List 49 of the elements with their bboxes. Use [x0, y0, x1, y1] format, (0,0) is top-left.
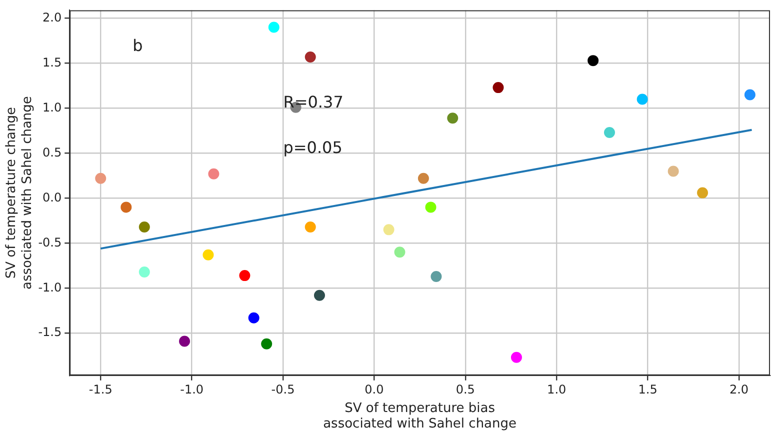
- point: [314, 290, 325, 301]
- point: [668, 166, 679, 177]
- point: [138, 221, 150, 232]
- x-tick-label: 2.0: [729, 382, 749, 397]
- y-tick-label: 2.0: [42, 10, 62, 24]
- point: [383, 224, 394, 236]
- point: [268, 22, 280, 33]
- annotation: R=0.37: [283, 92, 344, 112]
- y-tick-label: 1.5: [42, 55, 62, 70]
- x-tick-label: -1.0: [180, 382, 204, 397]
- point: [239, 270, 250, 282]
- point: [697, 187, 708, 198]
- point: [510, 352, 522, 363]
- annotation: p=0.05: [283, 138, 342, 158]
- point: [588, 55, 599, 66]
- point: [95, 172, 106, 184]
- x-tick-label: 1.0: [547, 382, 566, 397]
- point: [202, 249, 214, 260]
- point: [120, 202, 132, 213]
- y-tick-label: -1.0: [38, 280, 62, 294]
- point: [138, 266, 150, 278]
- x-tick-label: -0.5: [271, 382, 295, 397]
- point: [304, 221, 316, 232]
- x-tick-label: 0.0: [364, 382, 384, 397]
- point: [430, 270, 442, 282]
- x-tick-label: 1.5: [638, 382, 658, 397]
- y-tick-label: 0.5: [42, 145, 62, 160]
- point: [208, 168, 220, 180]
- y-axis-title: SV of temperature change associated with Sahel change: [4, 96, 35, 290]
- x-axis-title: SV of temperature bias associated with Sahel change: [323, 400, 517, 432]
- point: [304, 51, 316, 62]
- point: [261, 338, 272, 350]
- point: [179, 336, 190, 347]
- point: [447, 112, 458, 124]
- y-tick-label: 1.0: [42, 100, 62, 114]
- x-tick-label: 0.5: [456, 382, 475, 397]
- y-tick-label: 0.0: [42, 190, 62, 204]
- point: [418, 172, 429, 184]
- point: [604, 127, 615, 138]
- annotation: b: [132, 36, 143, 55]
- point: [425, 202, 436, 213]
- point: [636, 94, 648, 105]
- x-tick-label: -1.5: [88, 382, 112, 397]
- point: [492, 82, 504, 94]
- point: [248, 312, 260, 324]
- point: [394, 246, 406, 258]
- y-tick-label: -1.5: [38, 325, 62, 340]
- point: [744, 89, 756, 100]
- y-tick-label: -0.5: [38, 235, 62, 250]
